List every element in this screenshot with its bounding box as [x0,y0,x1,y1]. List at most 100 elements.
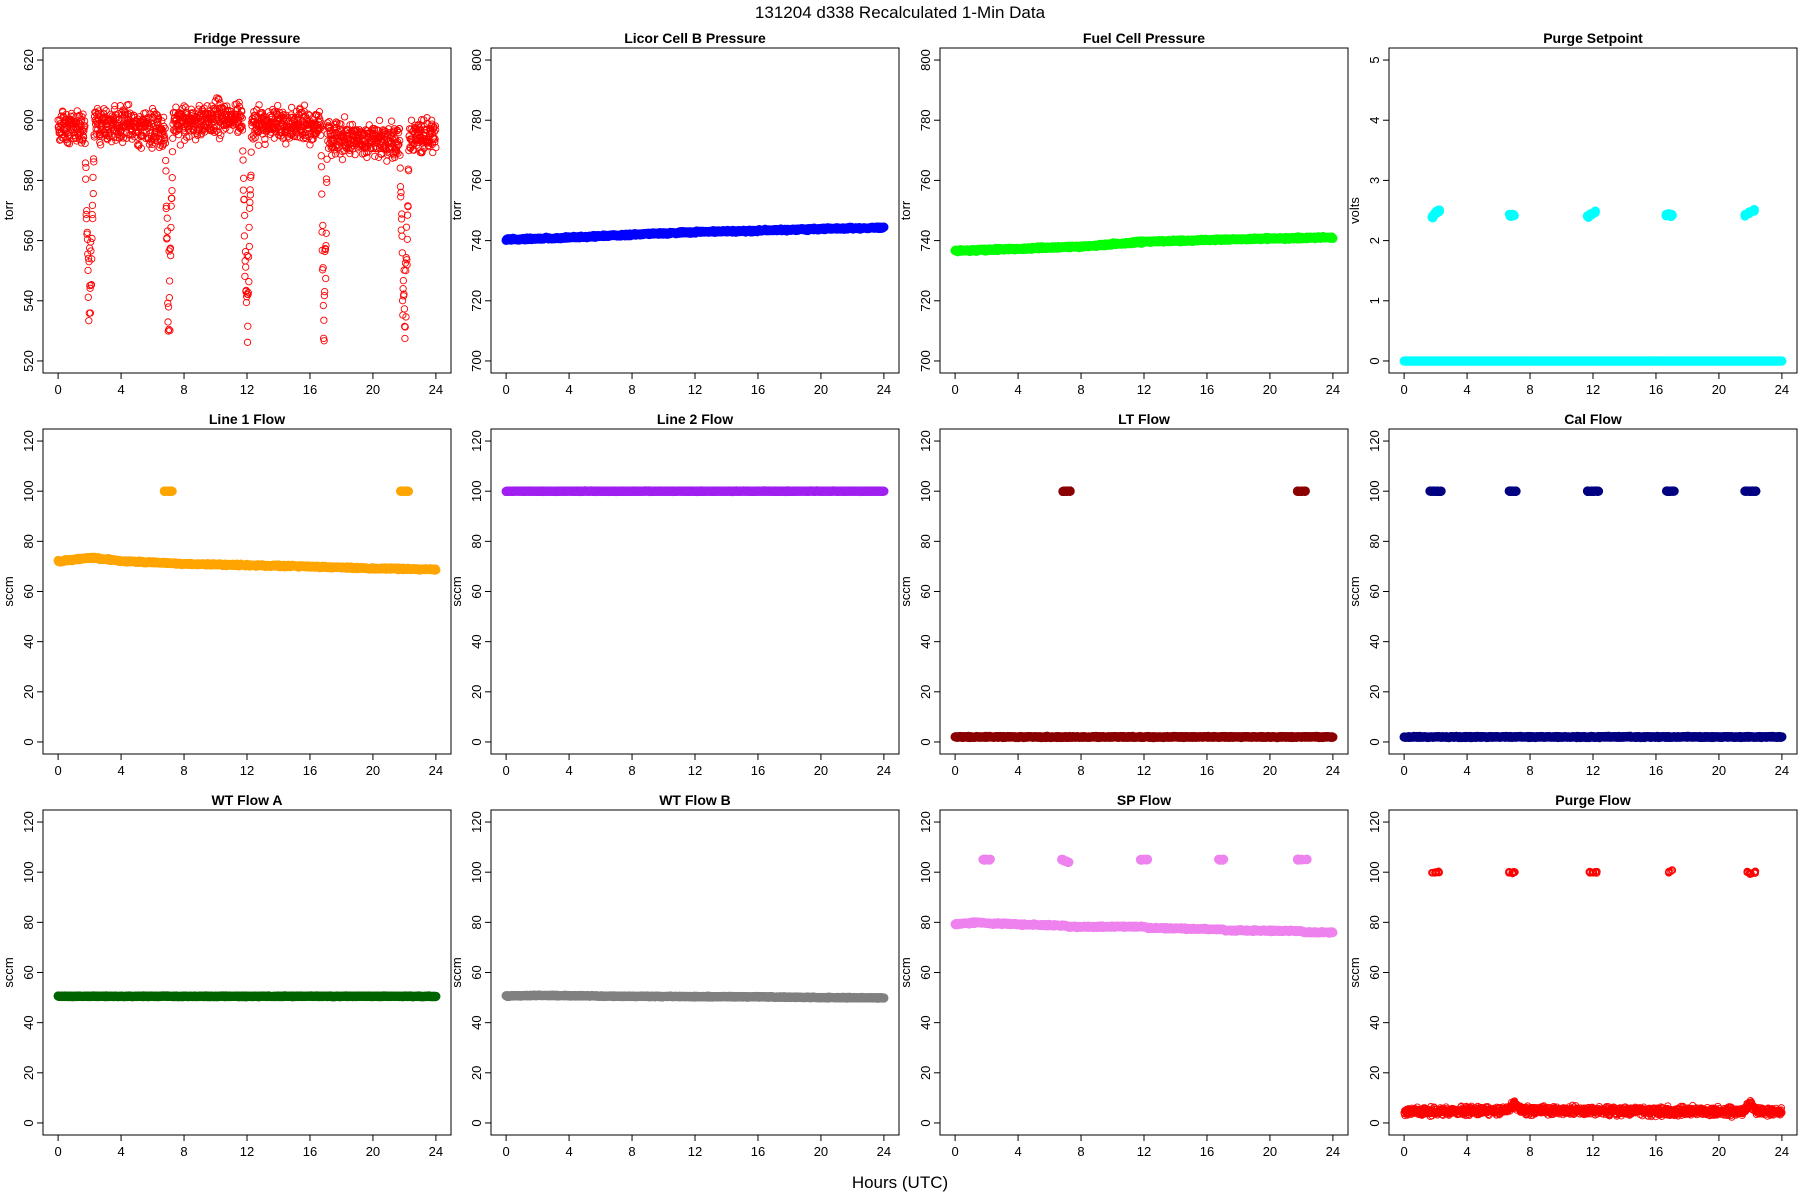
x-tick-label: 0 [54,382,61,397]
data-point [84,266,92,275]
data-points [1399,204,1787,366]
data-point [62,110,70,119]
data-point [80,117,89,125]
data-point [83,207,91,215]
data-point [86,284,94,292]
data-point [134,133,142,141]
y-tick-label: 3 [1367,177,1382,184]
data-point [165,325,173,334]
data-point [247,171,255,179]
y-tick-label: 800 [918,49,933,71]
data-point [239,186,247,194]
x-tick-label: 12 [688,382,702,397]
y-tick-label: 620 [21,49,36,71]
data-point [1777,356,1787,366]
data-point [166,326,174,335]
data-point [163,214,171,222]
data-point [168,148,177,156]
y-tick-label: 120 [469,430,484,452]
data-point [82,175,90,183]
data-point [402,223,411,231]
x-tick-label: 20 [1263,382,1277,397]
plot-frame [42,428,452,755]
x-tick-label: 16 [303,382,317,397]
x-tick-label: 4 [565,763,572,778]
data-point [200,128,209,136]
x-tick-label: 0 [951,382,958,397]
data-point [88,210,96,219]
y-tick-label: 580 [21,170,36,192]
y-axis-label: torr [898,200,913,220]
data-point [75,135,84,144]
y-tick-label: 760 [469,170,484,192]
plot-frame [490,47,900,374]
plot-frame [490,428,900,755]
data-point [58,133,66,142]
panel-title: Purge Setpoint [1543,30,1643,46]
data-point [318,190,326,198]
data-point [103,135,112,144]
data-point [86,309,95,317]
y-tick-label: 560 [21,230,36,252]
data-point [148,144,156,152]
data-point [1434,206,1444,216]
data-point [159,140,167,149]
data-points [501,222,889,245]
data-point [240,232,249,240]
data-point [79,110,87,118]
x-tick-label: 16 [303,763,317,778]
x-tick-label: 0 [502,763,509,778]
data-point [88,234,96,243]
y-tick-label: 540 [21,290,36,312]
data-point [403,486,414,496]
data-point [245,223,253,232]
data-point [400,305,409,313]
data-point [56,119,65,128]
data-point [168,194,176,203]
y-tick-label: 80 [21,534,36,548]
data-point [215,135,224,143]
data-point [164,303,173,311]
y-tick-label: 80 [469,534,484,548]
data-points [54,94,440,346]
data-point [125,100,133,109]
data-point [244,322,252,330]
data-point [148,104,157,113]
data-point [274,101,282,110]
data-point [261,135,269,143]
data-points [950,231,1338,257]
data-point [102,107,110,115]
x-tick-label: 12 [1137,382,1151,397]
x-tick-label: 20 [366,382,380,397]
y-tick-label: 5 [1367,56,1382,63]
panel-title: Fuel Cell Pressure [1083,30,1205,46]
data-point [100,105,108,113]
x-tick-label: 8 [1526,382,1533,397]
data-point [247,133,256,141]
data-point [244,288,252,297]
x-tick-label: 16 [751,382,765,397]
data-point [161,124,169,133]
data-point [118,138,127,147]
y-tick-label: 60 [469,584,484,598]
y-tick-label: 2 [1367,237,1382,244]
x-tick-label: 24 [877,382,891,397]
x-tick-label: 4 [565,382,572,397]
data-point [401,334,409,343]
data-point [242,298,251,307]
panel-title: Line 1 Flow [209,411,285,427]
panel-title: Fridge Pressure [194,30,301,46]
data-point [399,276,408,285]
data-point [238,114,246,122]
y-tick-label: 40 [21,634,36,648]
data-point [169,134,177,142]
data-point [105,133,114,141]
data-point [387,117,396,125]
data-point [152,110,161,118]
data-point [245,278,253,286]
data-point [260,112,268,121]
